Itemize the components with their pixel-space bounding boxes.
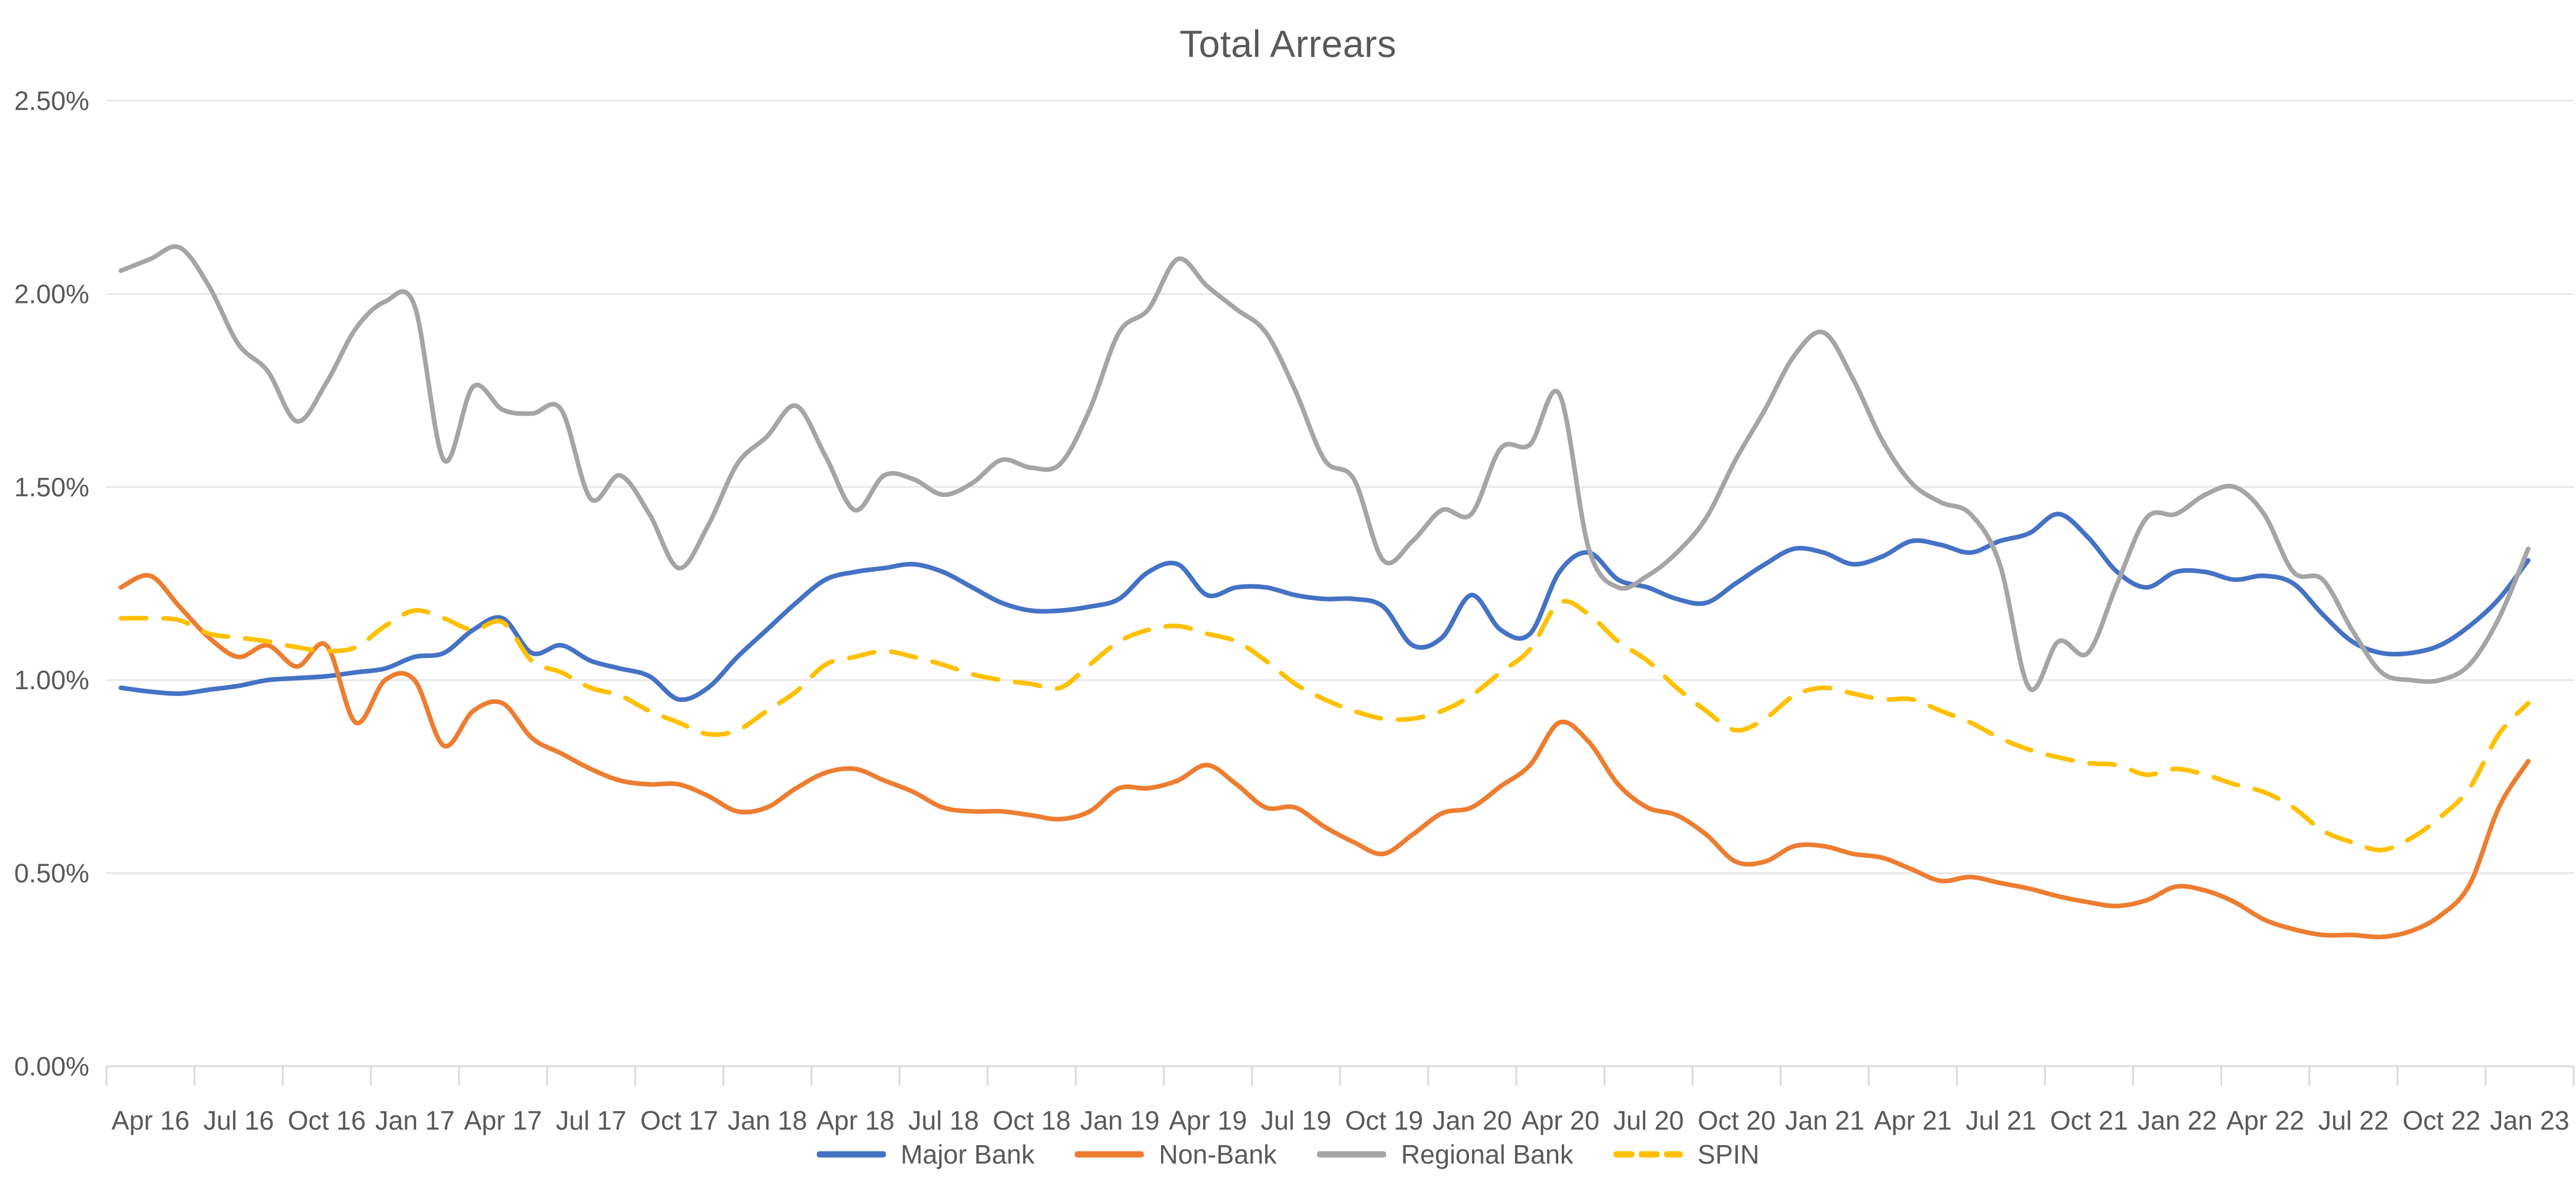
x-axis-label: Jan 22 xyxy=(2137,1105,2217,1135)
x-axis-label: Jul 19 xyxy=(1261,1105,1331,1135)
non-bank-line-swatch-icon xyxy=(1075,1151,1144,1158)
major-bank-line-swatch-icon xyxy=(816,1151,886,1158)
x-axis-label: Oct 20 xyxy=(1698,1105,1776,1135)
x-axis-label: Jan 17 xyxy=(375,1105,455,1135)
non-bank-line xyxy=(119,573,2531,940)
x-axis-label: Apr 17 xyxy=(464,1105,542,1135)
legend-item-regional-bank: Regional Bank xyxy=(1316,1139,1574,1170)
legend-label: Major Bank xyxy=(900,1139,1035,1169)
x-axis-label: Oct 21 xyxy=(2050,1105,2128,1135)
x-axis-label: Jul 16 xyxy=(203,1105,274,1135)
legend-label: Regional Bank xyxy=(1401,1139,1574,1169)
x-axis-label: Oct 16 xyxy=(288,1105,366,1135)
x-axis-label: Jul 18 xyxy=(908,1105,979,1135)
x-axis-label: Apr 20 xyxy=(1521,1105,1600,1135)
legend-item-spin: SPIN xyxy=(1614,1139,1759,1170)
x-axis-label: Jul 17 xyxy=(556,1105,627,1135)
x-axis-label: Oct 17 xyxy=(640,1105,718,1135)
x-axis-label: Jul 22 xyxy=(2318,1105,2389,1135)
x-axis-label: Apr 16 xyxy=(112,1105,190,1135)
x-axis-label: Oct 19 xyxy=(1345,1105,1424,1135)
y-axis-label: 0.50% xyxy=(14,858,89,888)
x-axis-label: Jan 18 xyxy=(728,1105,807,1135)
y-axis-label: 1.50% xyxy=(14,472,89,502)
x-axis-label: Jan 23 xyxy=(2490,1105,2569,1135)
x-axis-label: Apr 18 xyxy=(816,1105,895,1135)
spin-line-swatch-icon xyxy=(1614,1151,1683,1158)
major-bank-line xyxy=(119,511,2531,702)
regional-bank-line xyxy=(119,244,2531,692)
legend-label: SPIN xyxy=(1698,1139,1760,1169)
legend-item-major-bank: Major Bank xyxy=(816,1139,1035,1170)
x-axis-label: Apr 21 xyxy=(1874,1105,1952,1135)
x-axis-label: Jul 21 xyxy=(1966,1105,2037,1135)
regional-bank-line-swatch-icon xyxy=(1316,1151,1386,1158)
x-axis-label: Oct 22 xyxy=(2403,1105,2481,1135)
y-axis-label: 2.50% xyxy=(14,86,89,116)
y-axis-label: 1.00% xyxy=(14,665,89,695)
x-axis-label: Jan 21 xyxy=(1785,1105,1865,1135)
x-axis-label: Apr 22 xyxy=(2226,1105,2304,1135)
x-axis-label: Apr 19 xyxy=(1169,1105,1247,1135)
chart-title: Total Arrears xyxy=(1179,22,1397,65)
x-axis-label: Jul 20 xyxy=(1613,1105,1684,1135)
legend-label: Non-Bank xyxy=(1159,1139,1277,1169)
x-axis-label: Jan 19 xyxy=(1080,1105,1159,1135)
y-axis-label: 2.00% xyxy=(14,279,89,309)
x-axis-label: Oct 18 xyxy=(992,1105,1071,1135)
spin-line xyxy=(119,599,2531,853)
x-axis-label: Jan 20 xyxy=(1433,1105,1512,1135)
chart-legend: Major Bank Non-Bank Regional Bank SPIN xyxy=(0,1139,2576,1170)
y-axis-label: 0.00% xyxy=(14,1051,89,1081)
legend-item-non-bank: Non-Bank xyxy=(1075,1139,1277,1170)
